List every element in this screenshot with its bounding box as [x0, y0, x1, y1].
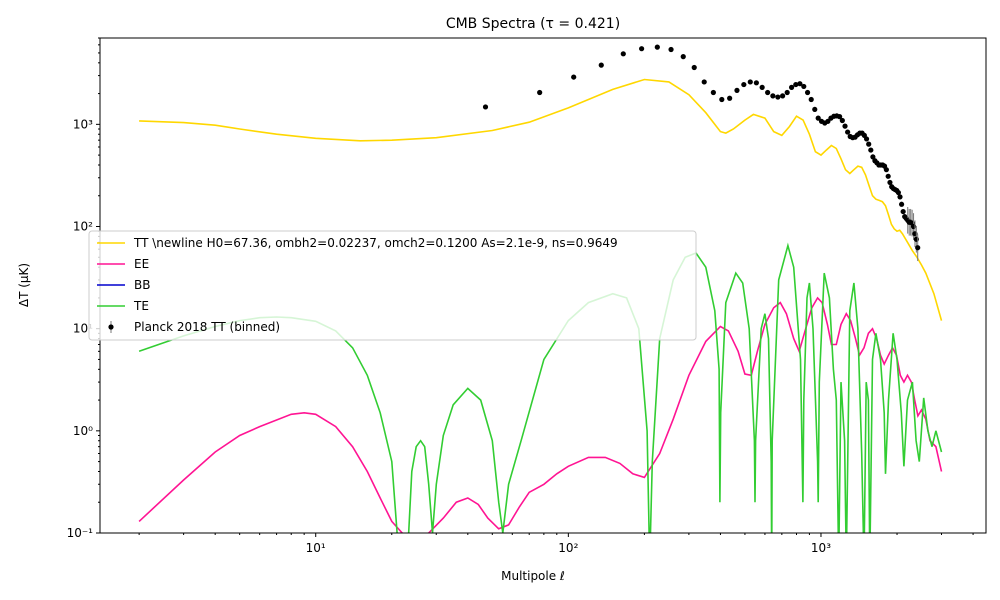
data-point	[804, 89, 811, 96]
x-axis-label: Multipole ℓ	[501, 569, 565, 583]
legend-box	[88, 230, 697, 341]
data-point	[897, 194, 903, 200]
data-point	[727, 95, 733, 101]
y-axis-label: ΔT (μK)	[17, 263, 31, 307]
data-point	[741, 81, 747, 88]
planck-data-layer	[482, 44, 921, 262]
data-point	[734, 87, 740, 93]
data-point	[775, 94, 781, 100]
data-point	[680, 54, 686, 60]
data-point	[895, 189, 901, 196]
data-point	[691, 64, 697, 71]
data-point	[885, 173, 891, 179]
legend: TT \newline H0=67.36, ombh2=0.02237, omc…	[88, 230, 697, 341]
y-tick-label: 10³	[73, 117, 93, 131]
data-point	[870, 154, 876, 160]
data-point	[868, 147, 874, 153]
data-point	[571, 74, 577, 80]
data-point	[780, 93, 786, 99]
data-point	[770, 93, 776, 99]
data-point	[537, 89, 543, 96]
data-point	[701, 79, 707, 85]
data-point	[784, 89, 790, 96]
data-point	[765, 89, 771, 96]
data-point	[808, 96, 814, 103]
data-point	[654, 44, 660, 50]
data-point	[788, 84, 795, 90]
legend-label: TT \newline H0=67.36, ombh2=0.02237, omc…	[133, 236, 618, 250]
y-tick-label: 10⁻¹	[67, 526, 94, 540]
data-point	[719, 96, 725, 103]
data-point	[898, 201, 905, 207]
data-point	[839, 117, 845, 124]
x-axis: 10¹ 10² 10³	[138, 533, 974, 555]
x-tick-label: 10¹	[306, 541, 326, 555]
legend-label: BB	[134, 278, 150, 292]
y-tick-label: 10²	[73, 220, 93, 234]
legend-label: TE	[133, 299, 149, 313]
chart-title: CMB Spectra (τ = 0.421)	[446, 16, 620, 32]
data-point	[482, 104, 489, 110]
data-point	[620, 51, 626, 57]
x-tick-label: 10³	[811, 541, 831, 555]
data-point	[747, 79, 753, 85]
data-point	[812, 106, 818, 113]
series-line-te	[138, 242, 943, 533]
data-point	[797, 81, 803, 87]
y-tick-label: 10¹	[73, 322, 93, 336]
y-tick-label: 10⁰	[73, 424, 93, 438]
data-point	[883, 167, 889, 173]
legend-marker	[108, 324, 114, 330]
x-tick-label: 10²	[558, 541, 578, 555]
data-point	[887, 179, 893, 186]
series-line-ee	[138, 296, 943, 533]
data-point	[866, 141, 872, 147]
data-point	[845, 129, 851, 135]
data-point	[710, 89, 716, 96]
data-point	[801, 83, 807, 90]
data-point	[815, 115, 821, 121]
legend-label: EE	[134, 257, 149, 271]
series-layer	[138, 78, 943, 533]
data-point	[598, 62, 604, 68]
data-point	[915, 245, 921, 251]
data-point	[863, 136, 870, 142]
data-point	[753, 80, 759, 86]
data-point	[900, 208, 906, 215]
legend-label: Planck 2018 TT (binned)	[134, 320, 280, 334]
data-point	[837, 114, 843, 120]
series-line-tt	[139, 78, 943, 321]
data-point	[668, 46, 674, 53]
data-point	[759, 84, 765, 90]
data-point	[842, 123, 848, 129]
data-point	[639, 46, 645, 52]
data-point	[793, 81, 799, 88]
